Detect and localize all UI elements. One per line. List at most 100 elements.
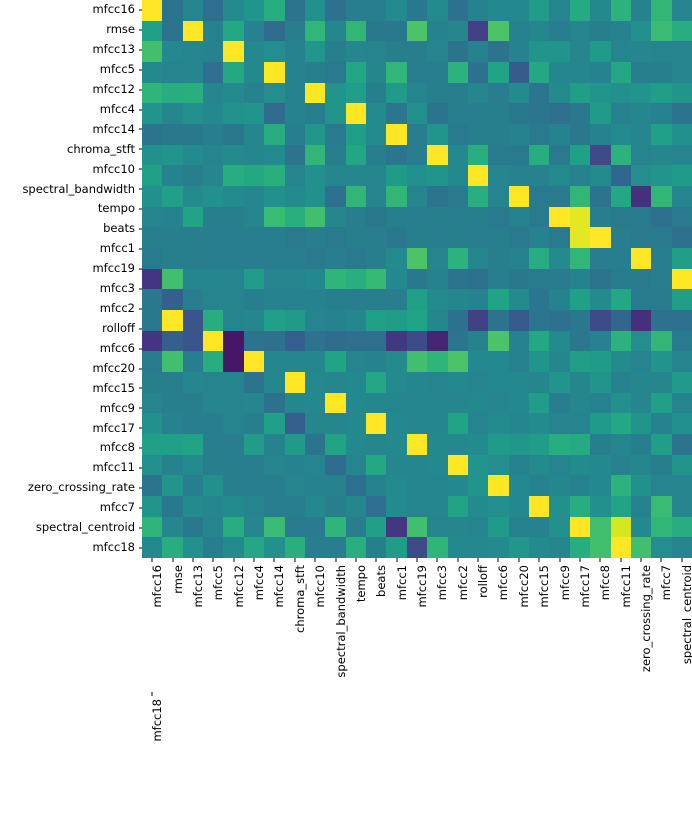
heatmap-cell (407, 351, 427, 372)
y-tick-label: spectral_centroid (36, 522, 142, 534)
heatmap-cell (407, 289, 427, 310)
heatmap-cell (509, 331, 529, 352)
heatmap-cell (570, 537, 590, 558)
heatmap-cell (407, 269, 427, 290)
heatmap-cell (407, 145, 427, 166)
y-tick-label: mfcc7 (100, 502, 142, 514)
heatmap-cell (590, 0, 610, 21)
heatmap-cell (488, 207, 508, 228)
heatmap-cell (346, 103, 366, 124)
heatmap-cell (203, 289, 223, 310)
x-tick-mark (376, 558, 377, 562)
heatmap-cell (346, 393, 366, 414)
heatmap-cell (203, 269, 223, 290)
x-tick: mfcc13 (183, 558, 203, 692)
y-tick: mfcc17 (0, 418, 142, 438)
heatmap-cell (223, 165, 243, 186)
heatmap-cell (651, 41, 671, 62)
x-tick-mark (559, 558, 560, 562)
heatmap-cell (407, 124, 427, 145)
heatmap-cell (529, 0, 549, 21)
heatmap-cell (651, 455, 671, 476)
heatmap-cell (366, 248, 386, 269)
heatmap-cell (305, 0, 325, 21)
heatmap-cell (672, 124, 692, 145)
heatmap-cell (570, 351, 590, 372)
heatmap-cell (244, 186, 264, 207)
y-tick: mfcc1 (0, 239, 142, 259)
heatmap-cell (631, 331, 651, 352)
heatmap-cell (448, 269, 468, 290)
heatmap-cell (264, 496, 284, 517)
heatmap-cell (203, 413, 223, 434)
heatmap-cell (325, 537, 345, 558)
heatmap-cell (407, 62, 427, 83)
heatmap-cell (285, 413, 305, 434)
heatmap-cell (651, 165, 671, 186)
heatmap-cell (386, 41, 406, 62)
heatmap-cell (509, 41, 529, 62)
heatmap-cell (672, 351, 692, 372)
y-tick-label: mfcc13 (92, 44, 142, 56)
heatmap-cell (325, 62, 345, 83)
heatmap-cell (325, 248, 345, 269)
heatmap-cell (631, 351, 651, 372)
heatmap-cell (264, 455, 284, 476)
heatmap-cell (529, 62, 549, 83)
heatmap-cell (183, 413, 203, 434)
heatmap-cell (468, 351, 488, 372)
heatmap-cell (651, 269, 671, 290)
heatmap-cell (590, 103, 610, 124)
heatmap-cell (488, 0, 508, 21)
heatmap-cell (590, 517, 610, 538)
heatmap-cell (325, 331, 345, 352)
heatmap-cell (590, 434, 610, 455)
heatmap-cell (285, 83, 305, 104)
heatmap-cell (529, 434, 549, 455)
heatmap-cell (570, 248, 590, 269)
heatmap-cell (386, 413, 406, 434)
heatmap-cell (183, 496, 203, 517)
heatmap-cell (264, 145, 284, 166)
heatmap-cell (448, 475, 468, 496)
x-tick-mark (355, 558, 356, 562)
heatmap-cell (468, 248, 488, 269)
heatmap-cell (244, 455, 264, 476)
heatmap-cell (529, 41, 549, 62)
heatmap-cell (529, 21, 549, 42)
heatmap-cell (488, 517, 508, 538)
heatmap-cell (183, 124, 203, 145)
heatmap-cell (631, 393, 651, 414)
heatmap-cell (386, 227, 406, 248)
heatmap-cell (203, 41, 223, 62)
heatmap-cell (427, 496, 447, 517)
heatmap-cell (468, 207, 488, 228)
heatmap-cell (142, 310, 162, 331)
heatmap-cell (183, 351, 203, 372)
heatmap-cell (366, 269, 386, 290)
heatmap-cell (427, 83, 447, 104)
heatmap-cell (386, 165, 406, 186)
heatmap-cell (305, 83, 325, 104)
heatmap-cell (244, 289, 264, 310)
heatmap-cell (183, 227, 203, 248)
heatmap-cell (631, 186, 651, 207)
heatmap-cell (142, 393, 162, 414)
heatmap-cell (325, 372, 345, 393)
heatmap-cell (611, 537, 631, 558)
heatmap-cell (427, 372, 447, 393)
heatmap-cell (570, 207, 590, 228)
heatmap-cell (672, 248, 692, 269)
y-tick-label: mfcc10 (92, 164, 142, 176)
heatmap-cell (264, 248, 284, 269)
heatmap-cell (570, 41, 590, 62)
heatmap-cell (672, 496, 692, 517)
heatmap-cell (223, 41, 243, 62)
heatmap-cell (448, 413, 468, 434)
heatmap-cell (448, 331, 468, 352)
heatmap-cell (407, 165, 427, 186)
x-tick-mark (457, 558, 458, 562)
heatmap-cell (162, 145, 182, 166)
heatmap-cell (223, 0, 243, 21)
